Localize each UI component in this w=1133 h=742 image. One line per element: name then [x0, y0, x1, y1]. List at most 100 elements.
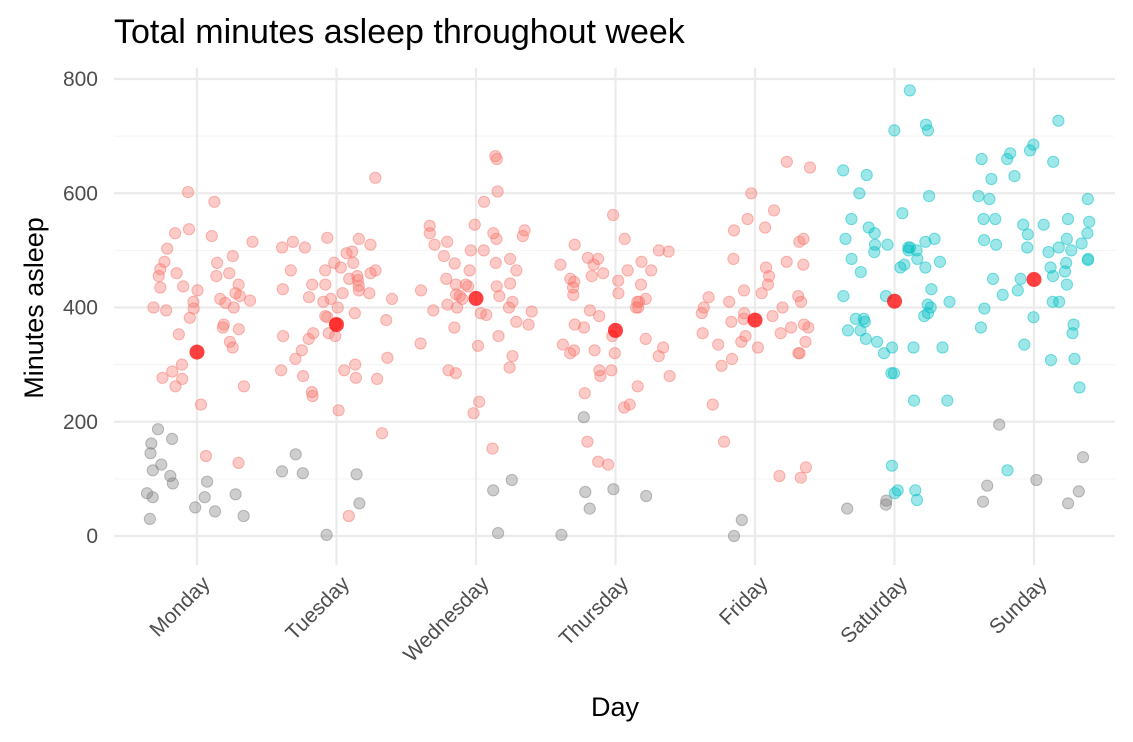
data-point-weekday [706, 398, 719, 411]
data-point-low_sleep [880, 494, 893, 507]
data-point-weekday [338, 364, 351, 377]
data-point-weekday [568, 238, 581, 251]
data-point-weekday [205, 230, 218, 243]
data-point-weekday [170, 267, 183, 280]
data-point-weekend [974, 321, 988, 334]
mean-point [747, 312, 763, 328]
data-point-low_sleep [189, 501, 202, 514]
data-point-low_sleep [353, 497, 366, 510]
data-point-low_sleep [981, 479, 994, 492]
data-point-low_sleep [487, 484, 500, 497]
data-point-weekday [414, 337, 427, 350]
data-point-low_sleep [229, 488, 242, 501]
data-point-low_sleep [1030, 473, 1043, 487]
data-point-weekday [321, 231, 334, 244]
data-point-weekday [324, 292, 337, 305]
data-point-weekday [375, 427, 389, 440]
data-point-weekday [727, 224, 741, 237]
data-point-weekend [854, 266, 867, 279]
data-point-weekday [516, 230, 529, 243]
data-point-weekday [352, 232, 365, 245]
data-point-weekday [154, 281, 167, 294]
data-point-low_sleep [727, 529, 741, 543]
data-point-weekend [1027, 138, 1040, 151]
data-point-weekday [463, 264, 476, 277]
data-point-weekday [639, 332, 652, 345]
data-point-weekday [663, 370, 676, 383]
mean-point [189, 344, 205, 360]
data-point-weekday [776, 301, 789, 314]
data-point-weekday [219, 296, 232, 309]
data-point-low_sleep [140, 487, 154, 500]
data-point-weekday [567, 288, 580, 301]
data-point-low_sleep [1062, 497, 1075, 510]
data-point-weekday [442, 364, 455, 377]
data-point-weekday [477, 244, 490, 257]
data-point-weekend [1075, 237, 1088, 250]
data-point-weekday [735, 335, 748, 348]
data-point-weekday [608, 347, 621, 360]
data-point-weekday [322, 327, 335, 340]
data-point-weekend [877, 347, 891, 360]
data-point-weekday [489, 256, 502, 269]
data-point-weekend [1008, 170, 1021, 183]
data-point-weekday [556, 338, 570, 351]
data-point-low_sleep [505, 473, 518, 487]
x-tick-label: Friday [715, 572, 773, 630]
data-point-weekday [229, 287, 242, 300]
data-point-weekday [414, 284, 428, 297]
data-point-weekday [232, 456, 245, 469]
y-tick-label: 800 [63, 68, 98, 91]
data-point-weekday [160, 304, 173, 317]
data-point-weekend [928, 232, 941, 245]
data-point-low_sleep [155, 458, 168, 471]
data-point-weekday [317, 295, 330, 308]
data-point-weekday [652, 244, 666, 257]
data-point-low_sleep [320, 528, 333, 542]
data-point-low_sleep [640, 489, 653, 503]
data-point-low_sleep [166, 477, 179, 490]
data-point-weekend [1073, 381, 1086, 394]
data-point-weekday [763, 270, 776, 283]
data-point-weekday [371, 372, 384, 385]
data-point-weekend [885, 459, 899, 472]
data-point-weekday [187, 295, 200, 308]
data-point-low_sleep [583, 502, 596, 515]
mean-point [329, 317, 344, 333]
data-point-weekday [467, 407, 480, 420]
data-point-weekend [854, 324, 867, 337]
data-point-weekday [621, 264, 634, 277]
data-point-weekday [766, 310, 779, 323]
y-tick-label: 0 [86, 525, 98, 548]
data-point-weekend [1046, 270, 1060, 283]
data-point-weekday [352, 279, 365, 292]
data-point-weekday [715, 359, 728, 372]
data-point-weekday [302, 291, 316, 304]
data-point-low_sleep [151, 423, 165, 436]
data-point-weekend [1052, 114, 1065, 127]
data-point-weekday [306, 278, 319, 291]
data-point-weekday [451, 301, 464, 314]
data-point-weekday [662, 245, 675, 258]
data-point-weekday [471, 339, 485, 352]
data-point-weekend [977, 212, 990, 226]
data-point-weekday [223, 267, 236, 280]
data-point-weekend [985, 172, 998, 186]
data-point-weekend [894, 261, 907, 274]
data-point-weekend [837, 164, 850, 177]
data-point-weekday [286, 235, 299, 248]
data-point-weekday [741, 212, 754, 226]
data-point-weekday [493, 290, 506, 303]
data-point-weekday [385, 292, 399, 305]
data-point-weekday [799, 461, 813, 474]
data-point-low_sleep [145, 437, 158, 450]
data-point-low_sleep [144, 447, 157, 460]
mean-point [468, 290, 484, 306]
data-point-weekday [307, 327, 320, 340]
data-point-weekday [177, 280, 190, 293]
data-point-weekday [594, 370, 607, 383]
data-point-weekend [925, 283, 938, 296]
data-point-weekday [226, 341, 239, 354]
data-point-weekday [428, 238, 441, 251]
data-point-low_sleep [296, 467, 309, 480]
